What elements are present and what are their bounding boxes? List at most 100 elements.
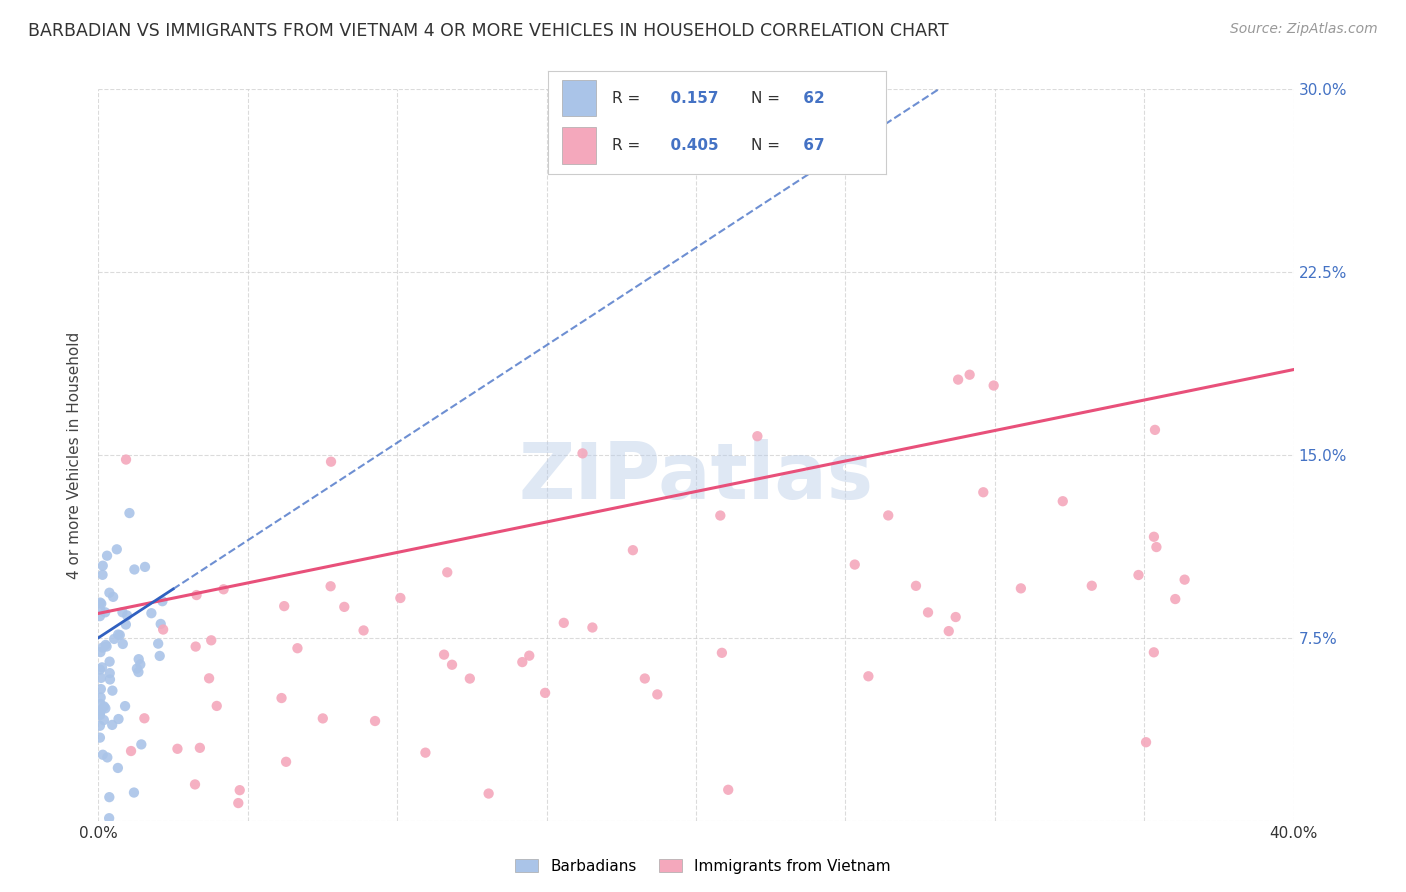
Point <box>122 786 145 800</box>
Point <box>90 597 112 611</box>
Point <box>274 755 297 769</box>
Point <box>647 687 669 701</box>
Point <box>101 718 124 732</box>
Point <box>101 683 124 698</box>
Point <box>94 605 117 619</box>
Text: Source: ZipAtlas.com: Source: ZipAtlas.com <box>1230 22 1378 37</box>
Point <box>120 744 142 758</box>
Y-axis label: 4 or more Vehicles in Household: 4 or more Vehicles in Household <box>67 331 83 579</box>
Point <box>186 588 208 602</box>
Point <box>98 811 121 825</box>
Text: N =: N = <box>751 90 780 105</box>
Point <box>89 697 111 711</box>
Text: N =: N = <box>751 137 780 153</box>
Point <box>98 585 121 599</box>
Point <box>983 378 1005 392</box>
Point <box>127 665 149 679</box>
Point <box>188 740 211 755</box>
Point <box>710 646 733 660</box>
Point <box>1128 568 1150 582</box>
Text: 0.405: 0.405 <box>659 137 718 153</box>
Point <box>312 711 335 725</box>
Point <box>319 455 342 469</box>
Text: R =: R = <box>613 137 641 153</box>
Point <box>107 761 129 775</box>
Point <box>1144 540 1167 554</box>
Point <box>98 790 121 805</box>
Point <box>98 666 121 681</box>
Point <box>200 633 222 648</box>
Point <box>844 558 866 572</box>
Point <box>103 632 125 646</box>
Point <box>118 506 141 520</box>
Point <box>101 590 124 604</box>
Point <box>1174 573 1197 587</box>
Point <box>89 708 111 723</box>
Point <box>319 579 342 593</box>
Point <box>440 657 463 672</box>
Point <box>89 663 111 677</box>
Point <box>91 660 114 674</box>
Point <box>114 699 136 714</box>
Point <box>91 747 114 762</box>
Point <box>389 591 412 605</box>
Point <box>91 640 114 655</box>
Point <box>166 741 188 756</box>
Point <box>938 624 960 639</box>
Point <box>152 594 174 608</box>
Point <box>1010 582 1032 596</box>
Point <box>1081 579 1104 593</box>
Point <box>1143 530 1166 544</box>
Point <box>98 655 121 669</box>
Point <box>458 672 481 686</box>
Point <box>877 508 900 523</box>
Text: 62: 62 <box>799 90 825 105</box>
Point <box>111 605 134 619</box>
Point <box>1143 423 1166 437</box>
Point <box>124 562 146 576</box>
Point <box>149 616 172 631</box>
Point <box>96 640 118 654</box>
Point <box>1143 645 1166 659</box>
Point <box>858 669 880 683</box>
Point <box>131 738 153 752</box>
FancyBboxPatch shape <box>562 79 596 117</box>
Point <box>433 648 456 662</box>
Point <box>534 686 557 700</box>
Point <box>90 681 112 696</box>
Point <box>89 596 111 610</box>
Point <box>212 582 235 597</box>
Point <box>152 623 174 637</box>
Point <box>96 750 118 764</box>
Point <box>945 610 967 624</box>
Point <box>90 704 112 718</box>
Point <box>93 713 115 727</box>
Point <box>89 731 111 745</box>
Point <box>91 567 114 582</box>
Point <box>273 599 295 614</box>
Point <box>115 452 138 467</box>
Point <box>205 698 228 713</box>
Point <box>287 641 309 656</box>
Point <box>634 672 657 686</box>
Point <box>1052 494 1074 508</box>
Point <box>478 787 501 801</box>
Point <box>96 549 118 563</box>
Point <box>94 701 117 715</box>
Point <box>353 624 375 638</box>
Point <box>904 579 927 593</box>
Text: BARBADIAN VS IMMIGRANTS FROM VIETNAM 4 OR MORE VEHICLES IN HOUSEHOLD CORRELATION: BARBADIAN VS IMMIGRANTS FROM VIETNAM 4 O… <box>28 22 949 40</box>
Point <box>184 777 207 791</box>
Point <box>89 609 111 624</box>
Point <box>129 657 152 672</box>
Point <box>1135 735 1157 749</box>
FancyBboxPatch shape <box>562 127 596 163</box>
Point <box>198 671 221 685</box>
Point <box>90 690 112 705</box>
Point <box>510 655 533 669</box>
Point <box>108 628 131 642</box>
Point <box>91 558 114 573</box>
Text: R =: R = <box>613 90 641 105</box>
Point <box>107 627 129 641</box>
Point <box>90 671 112 685</box>
